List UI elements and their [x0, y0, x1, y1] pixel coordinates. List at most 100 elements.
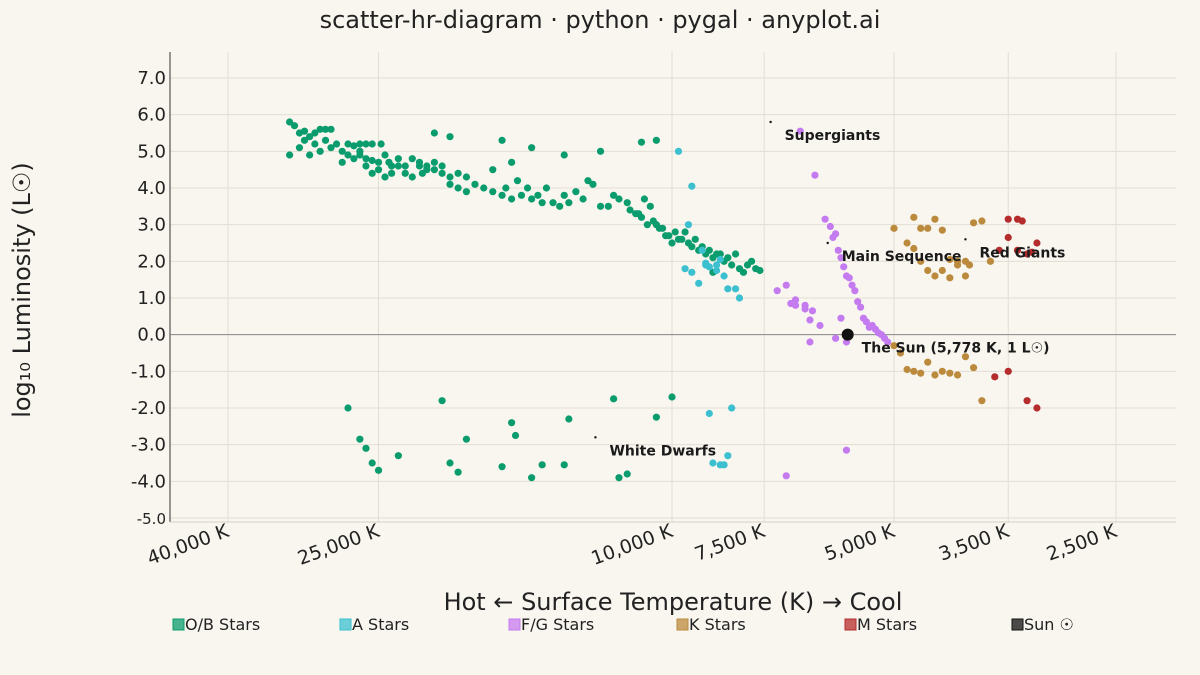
- y-tick-label: 7.0: [137, 68, 166, 89]
- star-point: [556, 202, 564, 210]
- star-point: [728, 404, 736, 412]
- star-point: [856, 303, 865, 311]
- star-point: [311, 140, 319, 148]
- star-point: [374, 166, 383, 174]
- star-point: [705, 409, 713, 418]
- star-point: [845, 274, 853, 282]
- star-point: [816, 321, 824, 330]
- star-point: [596, 202, 605, 210]
- star-point: [344, 140, 352, 148]
- star-point: [702, 261, 710, 269]
- star-point: [910, 367, 918, 375]
- star-point: [517, 191, 526, 199]
- star-point: [735, 294, 744, 302]
- star-point: [991, 373, 999, 381]
- star-point: [401, 169, 409, 177]
- star-point: [362, 155, 370, 163]
- star-point: [1033, 239, 1041, 247]
- star-point: [565, 415, 573, 423]
- star-point: [903, 365, 911, 374]
- annotations: Supergiants Main Sequence Red Giants The Su…: [594, 120, 1065, 459]
- star-point: [938, 367, 946, 375]
- y-tick-label: -3.0: [131, 435, 166, 456]
- star-point: [523, 184, 532, 192]
- star-point: [356, 435, 364, 443]
- legend-swatch: [676, 618, 689, 631]
- star-point: [368, 140, 376, 148]
- x-tick-labels: 40,000 K 25,000 K 10,000 K 7,500 K 5,000 K 3,…: [144, 520, 1120, 570]
- star-point: [961, 353, 970, 361]
- legend-label: A Stars: [352, 615, 409, 634]
- y-tick-label: 4.0: [137, 178, 166, 199]
- star-point: [791, 301, 800, 309]
- star-point: [401, 162, 409, 170]
- star-point: [374, 466, 383, 474]
- star-point: [332, 140, 341, 148]
- star-point: [671, 228, 679, 236]
- star-point: [615, 195, 623, 203]
- star-point: [801, 301, 809, 309]
- star-point: [924, 358, 932, 366]
- star-point: [953, 371, 962, 379]
- star-point: [681, 228, 689, 236]
- star-point: [368, 459, 376, 467]
- star-point: [695, 279, 703, 287]
- star-point: [446, 459, 454, 467]
- star-point: [498, 191, 506, 199]
- star-point: [623, 199, 631, 207]
- star-point: [720, 461, 728, 469]
- y-tick-label: 2.0: [137, 251, 166, 272]
- star-point: [681, 265, 689, 273]
- star-point: [286, 118, 294, 126]
- star-point: [454, 184, 462, 192]
- star-point: [394, 452, 402, 460]
- star-point: [837, 314, 845, 322]
- legend-label: F/G Stars: [521, 615, 594, 634]
- star-point: [528, 474, 536, 482]
- y-tick-label: -4.0: [131, 471, 166, 492]
- star-point: [356, 147, 364, 155]
- star-point: [728, 261, 736, 269]
- star-point: [903, 239, 911, 247]
- legend-swatch: [508, 618, 521, 631]
- star-point: [462, 435, 471, 443]
- star-point: [368, 156, 376, 165]
- annotation-label: Supergiants: [785, 128, 881, 144]
- x-tick-label: 3,500 K: [936, 520, 1013, 566]
- star-point: [350, 142, 358, 150]
- y-tick-label: -1.0: [131, 361, 166, 382]
- annotation-marker: [769, 120, 772, 124]
- star-point: [381, 173, 389, 181]
- star-point: [438, 169, 446, 177]
- star-point: [637, 138, 646, 146]
- star-point: [652, 136, 660, 144]
- star-point: [890, 342, 898, 350]
- star-point: [560, 151, 568, 159]
- star-point: [498, 136, 506, 144]
- star-point: [995, 246, 1003, 254]
- star-point: [961, 272, 970, 280]
- star-point: [862, 318, 870, 326]
- x-tick-label: 2,500 K: [1044, 520, 1121, 566]
- star-point: [471, 180, 479, 188]
- star-point: [560, 191, 568, 199]
- star-point: [350, 155, 358, 163]
- star-point: [316, 125, 324, 133]
- star-point: [808, 307, 817, 315]
- star-point: [489, 188, 497, 196]
- star-point: [953, 257, 962, 265]
- legend-label: O/B Stars: [185, 615, 260, 634]
- star-point: [688, 182, 696, 190]
- star-point: [782, 472, 790, 480]
- star-point: [623, 470, 631, 478]
- star-point: [731, 250, 740, 258]
- star-point: [821, 215, 829, 223]
- y-tick-label: 6.0: [137, 105, 166, 126]
- star-point: [430, 166, 438, 174]
- star-point: [691, 235, 699, 243]
- star-point: [826, 222, 834, 231]
- star-point: [513, 177, 522, 185]
- star-point: [327, 144, 335, 152]
- y-tick-label: 3.0: [137, 215, 166, 236]
- legend-swatch: [1011, 618, 1024, 631]
